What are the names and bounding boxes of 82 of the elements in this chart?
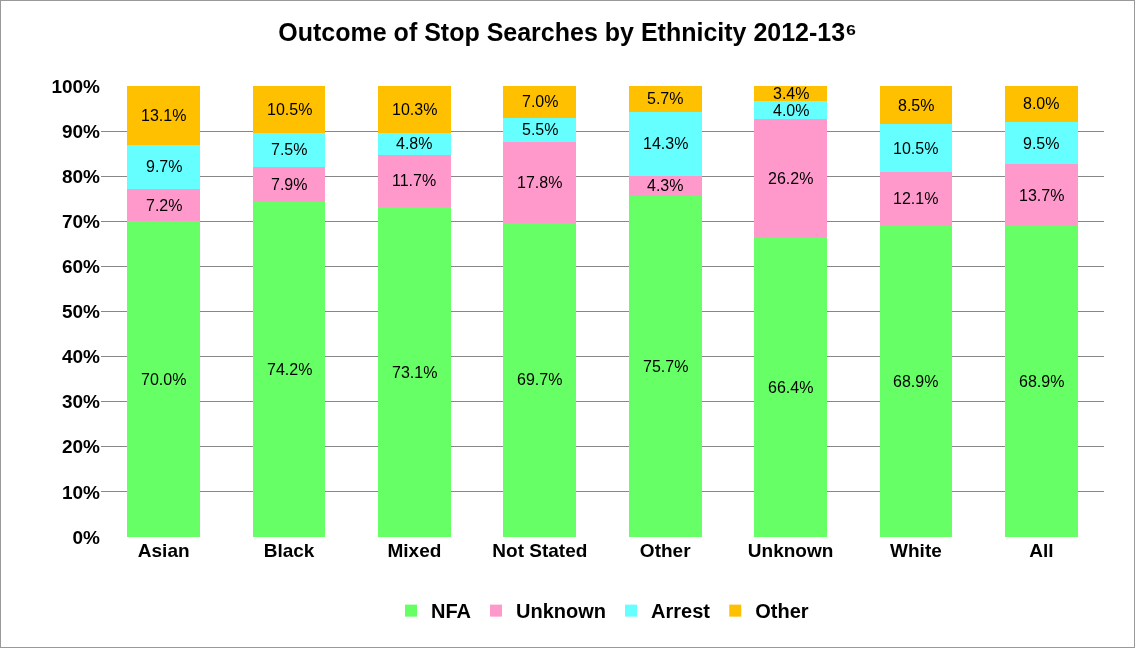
bar: [628, 86, 702, 112]
legend-label: NFA: [431, 600, 471, 623]
data-label: 7.9%: [271, 176, 308, 193]
bar: [127, 145, 201, 189]
data-label: 68.9%: [893, 373, 939, 390]
y-tick-label: 20%: [61, 436, 101, 458]
chart-title: Outcome of Stop Searches by Ethnicity 2012-13⁶: [278, 18, 857, 47]
bar: [503, 142, 577, 223]
bar: [503, 222, 577, 537]
bar: [252, 86, 326, 133]
bar: [754, 119, 827, 238]
data-label: 7.2%: [146, 197, 183, 214]
bar: [252, 132, 326, 167]
bar: [503, 86, 577, 118]
data-label: 5.7%: [647, 90, 684, 107]
x-tick-label: Other: [639, 540, 692, 561]
data-label: 12.1%: [893, 190, 939, 207]
data-label: 68.9%: [1019, 373, 1065, 390]
bar: [879, 171, 953, 227]
bar: [628, 111, 702, 177]
bar: [1004, 86, 1078, 122]
y-tick-label: 70%: [61, 210, 101, 232]
data-label: 4.0%: [773, 102, 810, 119]
bar: [879, 226, 953, 537]
y-tick-label: 10%: [61, 481, 101, 503]
data-label: 75.7%: [643, 358, 689, 375]
data-label: 10.5%: [893, 140, 939, 157]
data-label: 3.4%: [773, 85, 810, 102]
data-label: 10.3%: [392, 101, 438, 118]
x-tick-label: Unknown: [747, 540, 834, 561]
bar: [879, 86, 953, 125]
legend-label: Other: [755, 600, 809, 623]
data-label: 9.7%: [146, 158, 183, 175]
legend-label: Arrest: [651, 600, 711, 623]
data-label: 10.5%: [267, 101, 313, 118]
y-tick-label: 60%: [61, 256, 101, 278]
data-label: 7.0%: [522, 93, 559, 110]
data-label: 8.0%: [1023, 95, 1060, 112]
y-tick-label: 40%: [61, 346, 101, 368]
y-tick-label: 80%: [61, 165, 101, 187]
bar: [127, 188, 201, 222]
bar: [252, 202, 326, 537]
data-label: 13.7%: [1019, 187, 1065, 204]
data-label: 11.7%: [392, 172, 437, 189]
data-label: 13.1%: [141, 107, 187, 124]
bar: [628, 195, 702, 537]
x-tick-label: White: [890, 540, 942, 561]
x-tick-label: Not Stated: [492, 540, 588, 561]
bar: [879, 124, 953, 172]
data-label: 66.4%: [768, 379, 814, 396]
data-label: 69.7%: [517, 371, 563, 388]
bar: [754, 237, 827, 537]
data-label: 5.5%: [522, 121, 559, 138]
data-label: 17.8%: [517, 174, 563, 191]
y-tick-label: 30%: [61, 391, 101, 413]
bar: [378, 154, 451, 208]
data-label: 8.5%: [898, 97, 935, 114]
y-tick-label: 100%: [51, 75, 101, 97]
y-tick-label: 0%: [72, 526, 101, 548]
data-label: 9.5%: [1023, 135, 1060, 152]
data-label: 4.8%: [396, 135, 433, 152]
y-tick-label: 90%: [61, 120, 101, 142]
data-label: 26.2%: [768, 170, 814, 187]
bar: [127, 86, 201, 146]
bar: [1004, 164, 1078, 227]
x-tick-label: Mixed: [387, 540, 442, 561]
data-label: 70.0%: [141, 371, 187, 388]
bar: [127, 221, 201, 537]
y-tick-label: 50%: [61, 301, 101, 323]
data-label: 73.1%: [392, 364, 438, 381]
data-label: 14.3%: [643, 135, 689, 152]
bar: [378, 207, 451, 537]
data-label: 7.5%: [271, 141, 308, 158]
x-tick-label: All: [1029, 540, 1054, 561]
bar: [1004, 121, 1078, 165]
data-label: 74.2%: [267, 361, 313, 378]
x-tick-label: Asian: [137, 540, 190, 561]
legend-label: Unknown: [516, 600, 606, 623]
data-label: 4.3%: [647, 177, 684, 194]
bar: [378, 86, 451, 133]
bar: [1004, 226, 1078, 537]
x-tick-label: Black: [263, 540, 315, 561]
